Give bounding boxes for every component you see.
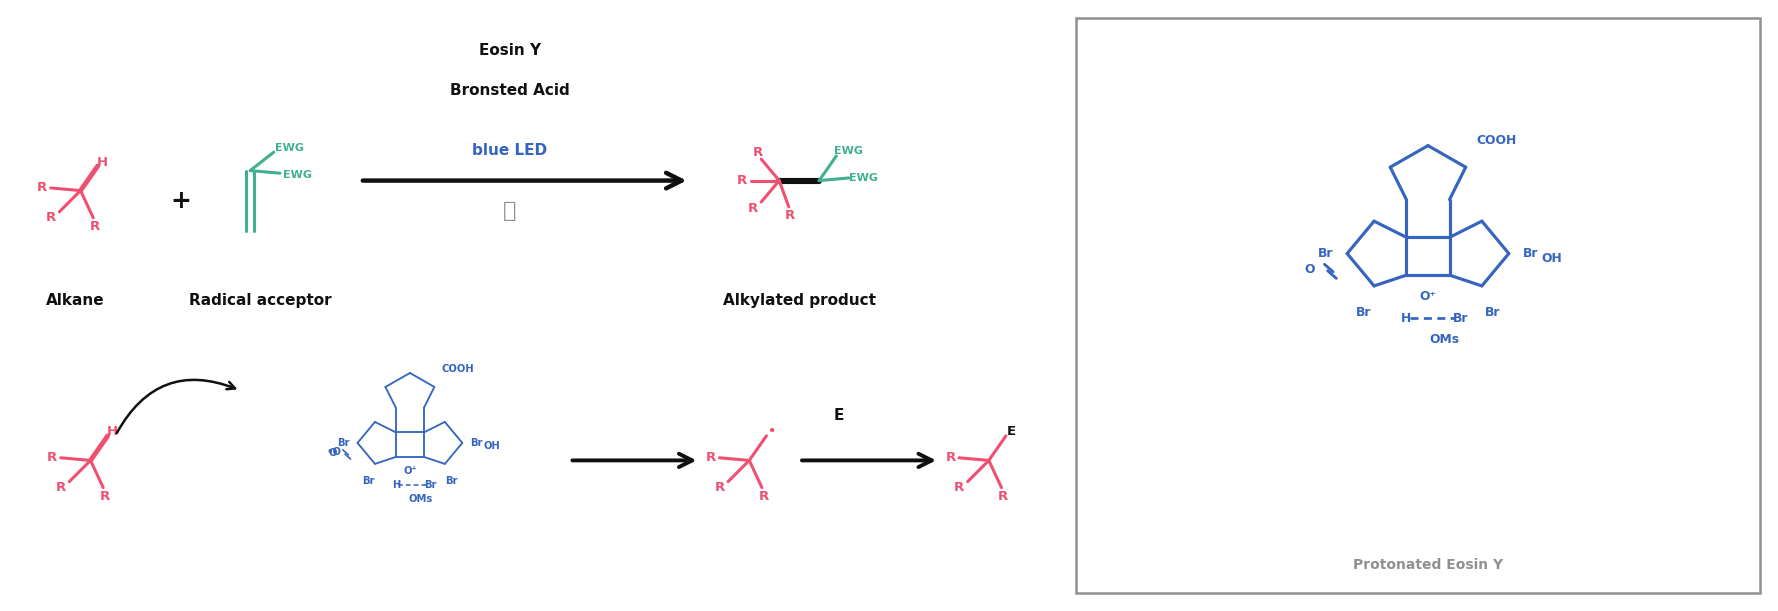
Text: O: O (1305, 263, 1314, 276)
Text: +: + (171, 189, 190, 213)
Text: R: R (738, 174, 747, 186)
Text: R: R (747, 202, 757, 214)
Text: R: R (754, 146, 763, 159)
FancyArrowPatch shape (117, 380, 235, 433)
Text: H: H (107, 425, 119, 438)
Text: H: H (391, 480, 400, 490)
Text: R: R (946, 452, 955, 464)
Text: EWG: EWG (283, 170, 311, 180)
Text: Br: Br (1453, 312, 1469, 325)
Text: Br: Br (1355, 306, 1371, 320)
Text: Br: Br (361, 477, 373, 486)
Text: Eosin Y: Eosin Y (478, 43, 541, 58)
Text: •: • (768, 425, 775, 438)
Text: R: R (955, 481, 964, 494)
Text: 💡: 💡 (503, 200, 516, 221)
Text: R: R (37, 181, 48, 194)
Text: Radical acceptor: Radical acceptor (188, 293, 331, 308)
Text: EWG: EWG (834, 145, 864, 156)
Text: OH: OH (484, 441, 500, 452)
Text: Br: Br (1317, 247, 1334, 260)
Text: H: H (98, 156, 108, 169)
Text: R: R (706, 452, 717, 464)
Text: R: R (100, 490, 110, 503)
Text: EWG: EWG (276, 142, 304, 153)
Text: H: H (1401, 312, 1412, 325)
Text: Br: Br (469, 438, 482, 448)
Text: R: R (757, 490, 768, 503)
Text: Br: Br (1522, 247, 1538, 260)
Text: R: R (89, 220, 100, 233)
Text: Alkane: Alkane (46, 293, 105, 308)
Text: R: R (715, 481, 725, 494)
Text: R: R (997, 490, 1008, 503)
Text: OMs: OMs (1430, 334, 1460, 346)
Text: OH: OH (1542, 252, 1561, 265)
Text: Br: Br (425, 480, 437, 490)
Text: Protonated Eosin Y: Protonated Eosin Y (1353, 558, 1502, 573)
Text: COOH: COOH (1476, 134, 1517, 147)
Text: R: R (55, 481, 66, 494)
Text: Br: Br (338, 438, 350, 448)
FancyBboxPatch shape (1076, 18, 1760, 593)
Text: R: R (784, 210, 795, 222)
Text: •O: •O (327, 447, 341, 457)
Text: O⁺: O⁺ (404, 466, 416, 476)
Text: COOH: COOH (441, 364, 475, 375)
Text: R: R (46, 452, 57, 464)
Text: E: E (1006, 425, 1015, 438)
Text: Br: Br (1485, 306, 1501, 320)
Text: blue LED: blue LED (473, 143, 548, 158)
Text: EWG: EWG (850, 174, 878, 183)
Text: OMs: OMs (409, 494, 432, 504)
Text: R: R (46, 211, 57, 224)
Text: Br: Br (446, 477, 459, 486)
Text: O⁺: O⁺ (1419, 290, 1437, 303)
Text: E: E (834, 408, 845, 423)
Text: Bronsted Acid: Bronsted Acid (450, 83, 569, 98)
Text: O: O (329, 448, 336, 458)
Text: Alkylated product: Alkylated product (722, 293, 877, 308)
